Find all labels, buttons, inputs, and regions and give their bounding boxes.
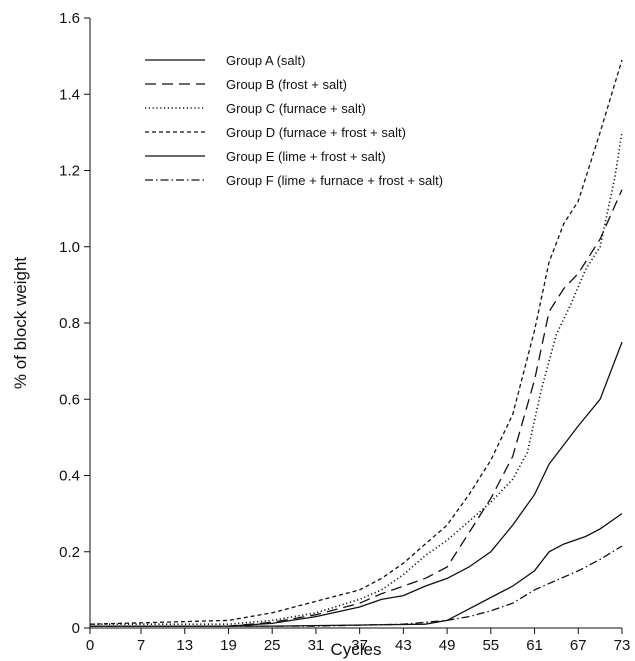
legend-label: Group B (frost + salt) xyxy=(226,77,347,92)
y-axis-title: % of block weight xyxy=(11,257,30,390)
y-tick-label: 1.2 xyxy=(59,163,80,180)
y-ticks: 0 0.2 0.4 0.6 0.8 1.0 1.2 1.4 1.6 xyxy=(59,10,90,637)
legend-label: Group C (furnace + salt) xyxy=(226,101,366,116)
legend-label: Group D (furnace + frost + salt) xyxy=(226,125,406,140)
y-tick-label: 0.4 xyxy=(59,468,80,485)
x-tick-label: 25 xyxy=(264,637,281,654)
x-tick-label: 55 xyxy=(482,637,499,654)
x-tick-label: 61 xyxy=(526,637,543,654)
series-line-a xyxy=(90,513,623,627)
x-tick-label: 31 xyxy=(308,637,325,654)
x-tick-label: 19 xyxy=(220,637,237,654)
series-line-c xyxy=(90,132,623,626)
legend-label: Group E (lime + frost + salt) xyxy=(226,149,386,164)
y-tick-label: 0.2 xyxy=(59,544,80,561)
x-tick-label: 43 xyxy=(395,637,412,654)
x-tick-label: 0 xyxy=(86,637,94,654)
y-tick-label: 0 xyxy=(72,620,80,637)
y-tick-label: 1.6 xyxy=(59,10,80,27)
series-layer xyxy=(89,59,623,627)
x-tick-label: 13 xyxy=(176,637,193,654)
series-line-f xyxy=(90,545,623,627)
x-tick-label: 67 xyxy=(570,637,587,654)
y-tick-label: 0.8 xyxy=(59,315,80,332)
series-line-d xyxy=(89,59,623,625)
x-tick-label: 37 xyxy=(351,637,368,654)
y-tick-label: 0.6 xyxy=(59,391,80,408)
legend-label: Group F (lime + furnace + frost + salt) xyxy=(226,173,443,188)
x-tick-label: 73 xyxy=(614,637,631,654)
series-line-e xyxy=(90,341,623,627)
y-tick-label: 1.4 xyxy=(59,86,80,103)
legend-label: Group A (salt) xyxy=(226,53,305,68)
x-tick-label: 7 xyxy=(137,637,145,654)
x-ticks: 0 7 13 19 25 31 37 43 49 55 61 67 73 xyxy=(86,628,631,654)
legend: Group A (salt) Group B (frost + salt) Grou… xyxy=(145,53,443,188)
x-tick-label: 49 xyxy=(439,637,456,654)
x-axis-title: Cycles xyxy=(330,640,381,659)
y-tick-label: 1.0 xyxy=(59,239,80,256)
